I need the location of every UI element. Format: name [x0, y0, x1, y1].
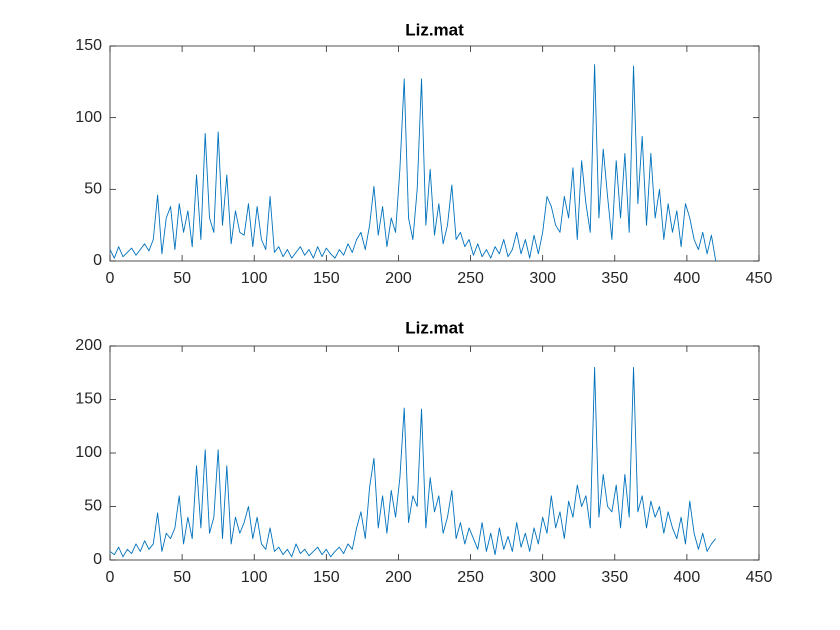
x-tick-label: 250	[457, 270, 484, 287]
x-tick-label: 300	[529, 270, 556, 287]
x-tick-label: 250	[457, 569, 484, 586]
x-tick-label: 400	[674, 569, 701, 586]
y-tick-label: 0	[93, 252, 102, 269]
x-tick-label: 0	[106, 270, 115, 287]
chart-title: Liz.mat	[405, 318, 464, 337]
x-tick-label: 350	[601, 270, 628, 287]
data-line	[109, 64, 717, 262]
x-tick-label: 450	[746, 270, 773, 287]
y-tick-label: 100	[75, 109, 102, 126]
x-tick-label: 100	[241, 270, 268, 287]
x-tick-label: 200	[385, 270, 412, 287]
x-tick-label: 400	[674, 270, 701, 287]
y-tick-label: 50	[84, 181, 102, 198]
x-tick-label: 450	[746, 569, 773, 586]
y-tick-label: 50	[84, 498, 102, 515]
x-tick-label: 150	[313, 569, 340, 586]
y-tick-label: 100	[75, 444, 102, 461]
data-line	[109, 366, 717, 558]
x-tick-label: 150	[313, 270, 340, 287]
x-tick-label: 50	[173, 569, 191, 586]
x-tick-label: 200	[385, 569, 412, 586]
y-tick-label: 200	[75, 337, 102, 354]
y-tick-label: 0	[93, 551, 102, 568]
plot-area	[109, 345, 760, 561]
chart-title: Liz.mat	[405, 20, 464, 39]
x-tick-label: 300	[529, 569, 556, 586]
y-tick-label: 150	[75, 391, 102, 408]
x-tick-label: 100	[241, 569, 268, 586]
y-tick-label: 150	[75, 37, 102, 54]
x-tick-label: 0	[106, 569, 115, 586]
x-tick-label: 50	[173, 270, 191, 287]
x-tick-label: 350	[601, 569, 628, 586]
